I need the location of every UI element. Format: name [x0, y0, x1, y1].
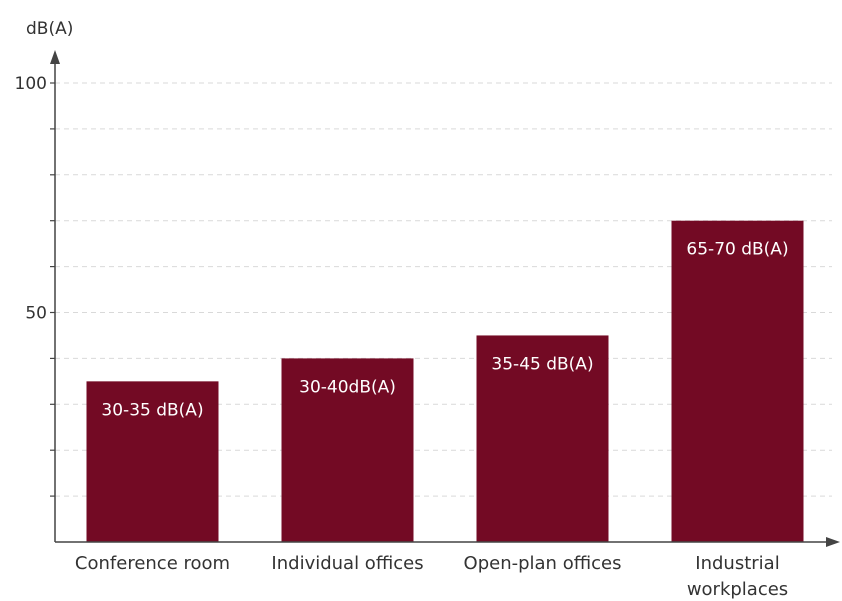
y-tick-label: 50 — [25, 304, 47, 324]
bar-value-label: 65-70 dB(A) — [686, 240, 788, 260]
bar-value-label: 30-40dB(A) — [299, 377, 396, 397]
y-axis-label: dB(A) — [26, 19, 73, 39]
bar-value-label: 35-45 dB(A) — [491, 354, 593, 374]
x-axis-arrow — [826, 537, 840, 547]
y-tick-labels: 50 100 — [15, 74, 55, 497]
y-tick-label: 100 — [15, 74, 47, 94]
axes — [50, 50, 840, 547]
category-labels: Conference room Individual offices Open-pl… — [75, 553, 788, 600]
category-label: Industrial — [695, 553, 779, 574]
category-label: Conference room — [75, 553, 230, 574]
category-label: Individual offices — [271, 553, 423, 574]
bar — [671, 220, 804, 542]
bar — [86, 381, 219, 542]
bar — [476, 335, 609, 542]
bar-value-label: 30-35 dB(A) — [101, 400, 203, 420]
category-label: Open-plan offices — [464, 553, 622, 574]
y-axis-arrow — [50, 50, 60, 64]
grid-lines — [55, 82, 832, 497]
bars: 30-35 dB(A) 30-40dB(A) 35-45 dB(A) 65-70 dB… — [86, 220, 804, 542]
category-label: workplaces — [687, 579, 788, 600]
bar — [281, 358, 414, 542]
